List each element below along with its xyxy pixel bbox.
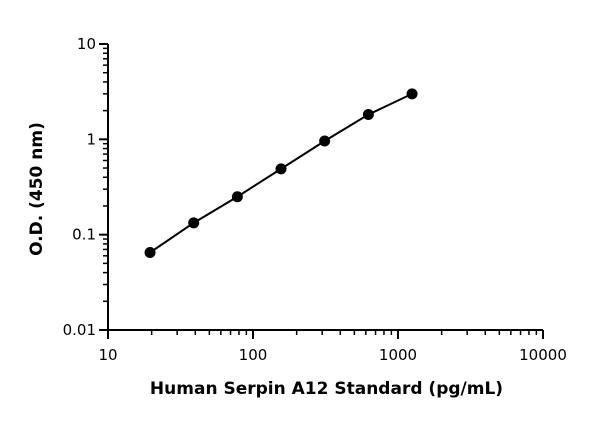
data-point [406, 88, 418, 100]
ticks: 10 100 1000 10000 0.01 0.1 1 10 [63, 35, 567, 364]
y-tick-label: 0.01 [63, 321, 96, 339]
axes [107, 44, 543, 331]
x-axis-title: Human Serpin A12 Standard (pg/mL) [150, 379, 503, 399]
y-tick-label: 10 [77, 35, 96, 53]
x-tick-label: 10000 [519, 346, 567, 364]
data-point [144, 247, 156, 259]
data-point [231, 191, 243, 203]
data-points [144, 88, 418, 259]
x-tick-label: 10 [98, 346, 117, 364]
data-point [319, 135, 331, 147]
x-tick-label: 1000 [379, 346, 417, 364]
y-axis-title: O.D. (450 nm) [27, 122, 47, 256]
data-point [275, 163, 287, 175]
y-tick-label: 1 [86, 130, 96, 148]
data-point [362, 109, 374, 121]
data-point [188, 217, 200, 229]
y-tick-label: 0.1 [72, 226, 96, 244]
x-tick-label: 100 [239, 346, 268, 364]
